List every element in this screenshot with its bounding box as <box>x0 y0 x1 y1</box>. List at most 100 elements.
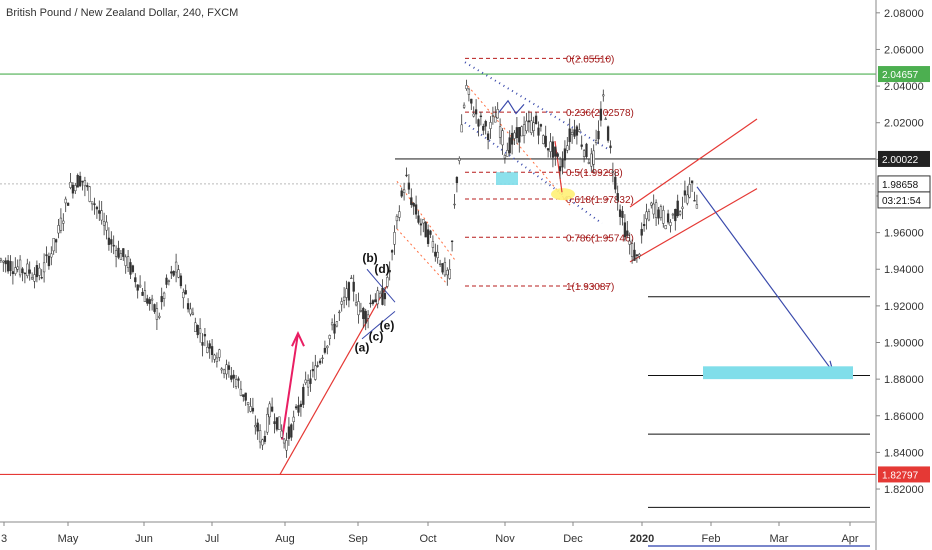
candle-body <box>422 219 425 224</box>
candle-body <box>215 357 219 362</box>
candle-body <box>429 230 432 235</box>
price-tag-label: 1.82797 <box>882 470 919 481</box>
candle-body <box>323 347 327 353</box>
candle-body <box>388 270 391 273</box>
candle-body <box>647 211 651 221</box>
candle-body <box>225 364 228 375</box>
time-tick-label: Jun <box>135 533 153 545</box>
candle-body <box>239 388 243 396</box>
candle-body <box>501 130 504 146</box>
candle-body <box>93 203 96 206</box>
candle-body <box>573 129 576 137</box>
candle-body <box>258 430 262 443</box>
candle-body <box>666 213 670 223</box>
candle-body <box>263 436 267 442</box>
candle-body <box>213 354 216 360</box>
candle-body <box>676 200 679 217</box>
candle-body <box>498 126 502 138</box>
candle-body <box>184 290 187 295</box>
candle-body <box>393 232 396 245</box>
candle-body <box>683 190 687 196</box>
candle-body <box>402 189 406 193</box>
candle-body <box>107 237 111 245</box>
candle-body <box>695 204 699 209</box>
candle-body <box>616 193 619 201</box>
candle-body <box>33 274 36 282</box>
candle-body <box>479 115 483 118</box>
candle-body <box>374 299 377 303</box>
rising-trendline <box>279 283 389 475</box>
triangle-lower <box>361 310 396 340</box>
candle-body <box>47 255 51 267</box>
candle-body <box>280 430 283 438</box>
price-tick-label: 1.84000 <box>884 447 924 459</box>
candle-body <box>539 124 543 127</box>
candle-body <box>657 209 660 219</box>
candle-body <box>302 386 305 405</box>
candle-body <box>57 225 60 234</box>
candle-body <box>563 148 567 161</box>
candle-body <box>558 166 562 172</box>
candle-body <box>570 132 574 135</box>
candle-body <box>554 146 557 157</box>
time-tick-label: Dec <box>563 533 583 545</box>
candle-body <box>179 275 183 287</box>
candle-body <box>74 185 77 192</box>
price-tick-label: 1.90000 <box>884 338 924 350</box>
candle-body <box>256 422 259 432</box>
candle-body <box>285 440 288 451</box>
candle-body <box>453 203 456 206</box>
candle-body <box>177 269 180 278</box>
candle-body <box>170 271 173 274</box>
wave-label-b: (b) <box>362 251 377 265</box>
countdown-tag <box>877 191 931 209</box>
candle-body <box>357 301 360 316</box>
candle-body <box>28 269 31 274</box>
candle-body <box>59 217 63 231</box>
horizontal-levels: 6111 <box>0 73 881 547</box>
candle-body <box>162 292 166 299</box>
time-tick-label: Jul <box>205 533 219 545</box>
candle-body <box>321 357 324 359</box>
candle-body <box>273 421 276 425</box>
candle-body <box>611 171 615 173</box>
candle-body <box>330 322 334 326</box>
candle-body <box>441 263 444 273</box>
candle-body <box>141 291 144 296</box>
candle-body <box>410 197 413 205</box>
candle-body <box>580 144 583 147</box>
candle-body <box>575 126 579 136</box>
candle-body <box>556 153 559 157</box>
price-tag-label: 1.98658 <box>882 180 919 191</box>
wave-label-d: (d) <box>374 262 389 276</box>
chart-title: British Pound / New Zealand Dollar, 240,… <box>6 7 239 19</box>
candle-body <box>515 127 519 139</box>
candle-body <box>11 271 15 275</box>
candle-body <box>546 148 550 151</box>
candle-body <box>266 414 269 433</box>
candle-body <box>448 269 451 279</box>
candle-body <box>328 335 331 339</box>
candle-body <box>486 133 490 141</box>
candle-body <box>686 194 689 204</box>
candle-body <box>395 215 399 222</box>
candle-body <box>275 417 279 430</box>
impulse-arrow <box>281 333 299 440</box>
candle-body <box>333 324 336 334</box>
candle-body <box>230 375 233 380</box>
candle-body <box>278 416 281 430</box>
candle-body <box>527 120 531 123</box>
candle-body <box>304 379 307 384</box>
price-tick-label: 2.04000 <box>884 81 924 93</box>
candle-body <box>218 349 221 358</box>
fib-level-label: 0(2.05510) <box>566 54 614 65</box>
candle-body <box>9 261 12 271</box>
time-axis: 3 May Jun Jul Aug Sep Oct Nov Dec 2020 Feb Mar Apr <box>0 521 875 545</box>
candle-body <box>23 272 27 275</box>
candle-body <box>383 293 387 300</box>
candle-body <box>83 180 87 187</box>
pullback-channel-bottom <box>396 228 448 285</box>
fib-level-label: 0.5(1.99298) <box>566 168 623 179</box>
candle-body <box>443 262 447 276</box>
